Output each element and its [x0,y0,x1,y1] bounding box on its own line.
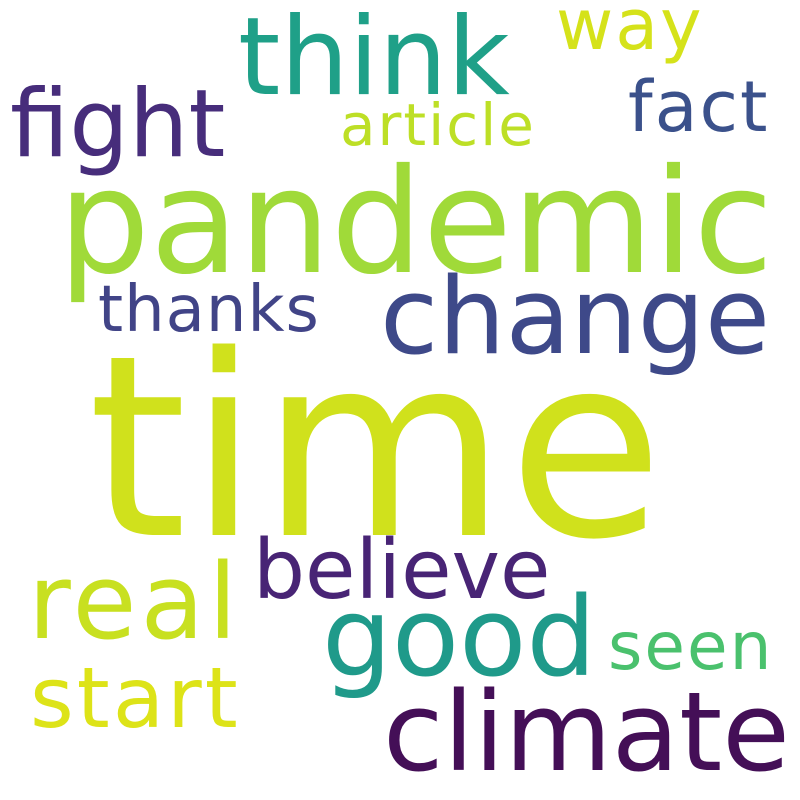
word-pandemic: pandemic [58,138,774,307]
word-article: article [340,91,536,159]
word-change: change [380,255,771,378]
word-thanks: thanks [98,273,320,347]
word-think: think [238,0,510,120]
word-way: way [556,0,704,66]
word-believe: believe [253,523,551,618]
word-good: good [322,573,597,701]
word-real: real [28,541,242,663]
word-fight: fight [10,70,226,179]
word-time: time [88,302,666,595]
word-start: start [30,649,241,747]
word-fact: fact [628,66,770,148]
word-climate: climate [383,668,790,796]
word-seen: seen [608,608,774,685]
